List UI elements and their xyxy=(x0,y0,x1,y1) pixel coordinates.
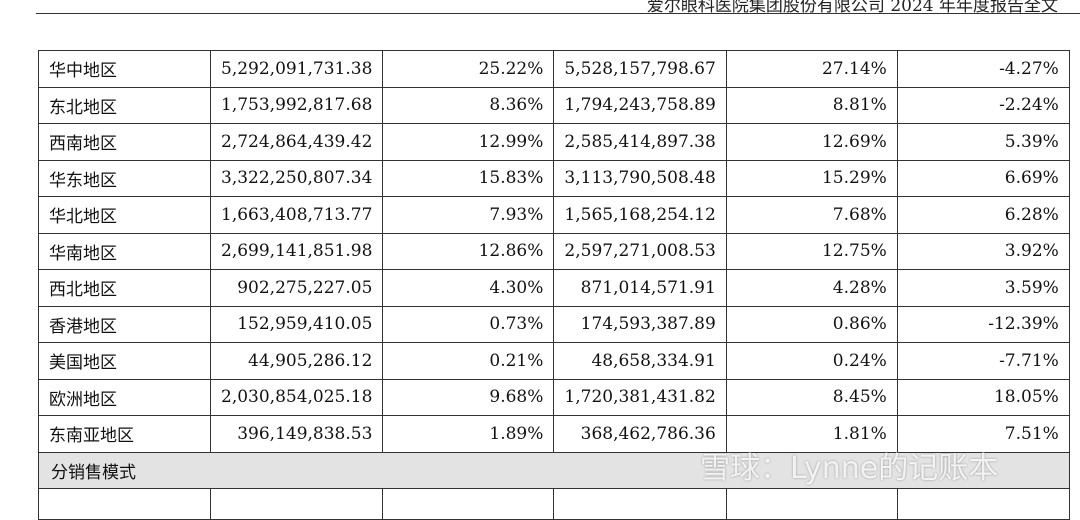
region-cell: 欧洲地区 xyxy=(38,378,211,416)
table-row: 西北地区 902,275,227.05 4.30% 871,014,571.91 4.2… xyxy=(38,269,1070,307)
table-row: 华北地区 1,663,408,713.77 7.93% 1,565,168,254.1… xyxy=(38,196,1070,234)
table-row: 美国地区 44,905,286.12 0.21% 48,658,334.91 0.24%… xyxy=(38,342,1070,380)
report-header-title: 爱尔眼科医院集团股份有限公司 2024 年年度报告全文 xyxy=(646,0,1058,16)
region-cell: 华中地区 xyxy=(38,50,211,88)
revenue-2024-cell: 1,663,408,713.77 xyxy=(209,196,384,234)
yoy-change-cell: -2.24% xyxy=(896,86,1070,124)
revenue-2024-cell: 396,149,838.53 xyxy=(209,415,384,453)
yoy-change-cell: 3.92% xyxy=(896,232,1070,270)
revenue-2023-cell: 2,585,414,897.38 xyxy=(553,123,727,161)
revenue-2023-cell: 871,014,571.91 xyxy=(553,269,727,307)
table-cell xyxy=(896,488,1070,520)
header-rule xyxy=(36,13,1080,14)
share-2023-cell: 27.14% xyxy=(725,50,898,88)
table-cell xyxy=(38,488,211,520)
revenue-2024-cell: 5,292,091,731.38 xyxy=(209,50,384,88)
share-2024-cell: 25.22% xyxy=(382,50,555,88)
share-2024-cell: 4.30% xyxy=(382,269,555,307)
share-2023-cell: 8.45% xyxy=(725,378,898,416)
revenue-2023-cell: 368,462,786.36 xyxy=(553,415,727,453)
share-2023-cell: 0.24% xyxy=(725,342,898,380)
share-2024-cell: 8.36% xyxy=(382,86,555,124)
share-2023-cell: 0.86% xyxy=(725,305,898,343)
table-row: 华南地区 2,699,141,851.98 12.86% 2,597,271,008.… xyxy=(38,232,1070,270)
region-revenue-table: 华中地区 5,292,091,731.38 25.22% 5,528,157,798.… xyxy=(38,50,1070,520)
share-2023-cell: 4.28% xyxy=(725,269,898,307)
share-2024-cell: 12.86% xyxy=(382,232,555,270)
share-2024-cell: 0.73% xyxy=(382,305,555,343)
revenue-2023-cell: 1,720,381,431.82 xyxy=(553,378,727,416)
table-cell xyxy=(725,488,898,520)
revenue-2024-cell: 44,905,286.12 xyxy=(209,342,384,380)
revenue-2023-cell: 1,565,168,254.12 xyxy=(553,196,727,234)
table-row: 华东地区 3,322,250,807.34 15.83% 3,113,790,508.… xyxy=(38,159,1070,197)
share-2024-cell: 12.99% xyxy=(382,123,555,161)
revenue-2024-cell: 3,322,250,807.34 xyxy=(209,159,384,197)
revenue-2024-cell: 152,959,410.05 xyxy=(209,305,384,343)
share-2024-cell: 0.21% xyxy=(382,342,555,380)
revenue-2023-cell: 174,593,387.89 xyxy=(553,305,727,343)
yoy-change-cell: 18.05% xyxy=(896,378,1070,416)
revenue-2024-cell: 902,275,227.05 xyxy=(209,269,384,307)
share-2024-cell: 1.89% xyxy=(382,415,555,453)
share-2023-cell: 12.69% xyxy=(725,123,898,161)
region-cell: 东北地区 xyxy=(38,86,211,124)
share-2023-cell: 12.75% xyxy=(725,232,898,270)
share-2023-cell: 15.29% xyxy=(725,159,898,197)
share-2023-cell: 8.81% xyxy=(725,86,898,124)
region-cell: 华北地区 xyxy=(38,196,211,234)
share-2024-cell: 7.93% xyxy=(382,196,555,234)
region-cell: 香港地区 xyxy=(38,305,211,343)
table-row: 华中地区 5,292,091,731.38 25.22% 5,528,157,798.… xyxy=(38,50,1070,88)
table-row: 欧洲地区 2,030,854,025.18 9.68% 1,720,381,431.8… xyxy=(38,378,1070,416)
table-body: 华中地区 5,292,091,731.38 25.22% 5,528,157,798.… xyxy=(38,50,1070,453)
revenue-2024-cell: 2,030,854,025.18 xyxy=(209,378,384,416)
revenue-2023-cell: 2,597,271,008.53 xyxy=(553,232,727,270)
revenue-2023-cell: 3,113,790,508.48 xyxy=(553,159,727,197)
revenue-2023-cell: 5,528,157,798.67 xyxy=(553,50,727,88)
yoy-change-cell: 3.59% xyxy=(896,269,1070,307)
region-cell: 西南地区 xyxy=(38,123,211,161)
share-2023-cell: 7.68% xyxy=(725,196,898,234)
share-2024-cell: 15.83% xyxy=(382,159,555,197)
yoy-change-cell: 6.69% xyxy=(896,159,1070,197)
revenue-2024-cell: 1,753,992,817.68 xyxy=(209,86,384,124)
revenue-2024-cell: 2,724,864,439.42 xyxy=(209,123,384,161)
share-2023-cell: 1.81% xyxy=(725,415,898,453)
yoy-change-cell: -12.39% xyxy=(896,305,1070,343)
region-cell: 东南亚地区 xyxy=(38,415,211,453)
table-row: 西南地区 2,724,864,439.42 12.99% 2,585,414,897.… xyxy=(38,123,1070,161)
section-row: 分销售模式 xyxy=(38,451,1070,489)
yoy-change-cell: 5.39% xyxy=(896,123,1070,161)
revenue-2024-cell: 2,699,141,851.98 xyxy=(209,232,384,270)
section-label: 分销售模式 xyxy=(38,451,1070,489)
revenue-2023-cell: 48,658,334.91 xyxy=(553,342,727,380)
table-row: 香港地区 152,959,410.05 0.73% 174,593,387.89 0.8… xyxy=(38,305,1070,343)
table-cell xyxy=(382,488,555,520)
revenue-2023-cell: 1,794,243,758.89 xyxy=(553,86,727,124)
table-cell xyxy=(209,488,384,520)
table-row: 东南亚地区 396,149,838.53 1.89% 368,462,786.36 1.… xyxy=(38,415,1070,453)
yoy-change-cell: 6.28% xyxy=(896,196,1070,234)
region-cell: 美国地区 xyxy=(38,342,211,380)
yoy-change-cell: -4.27% xyxy=(896,50,1070,88)
region-cell: 华南地区 xyxy=(38,232,211,270)
table-row-partial xyxy=(38,488,1070,520)
table-cell xyxy=(553,488,727,520)
yoy-change-cell: 7.51% xyxy=(896,415,1070,453)
table-row: 东北地区 1,753,992,817.68 8.36% 1,794,243,758.8… xyxy=(38,86,1070,124)
region-cell: 西北地区 xyxy=(38,269,211,307)
yoy-change-cell: -7.71% xyxy=(896,342,1070,380)
region-cell: 华东地区 xyxy=(38,159,211,197)
share-2024-cell: 9.68% xyxy=(382,378,555,416)
